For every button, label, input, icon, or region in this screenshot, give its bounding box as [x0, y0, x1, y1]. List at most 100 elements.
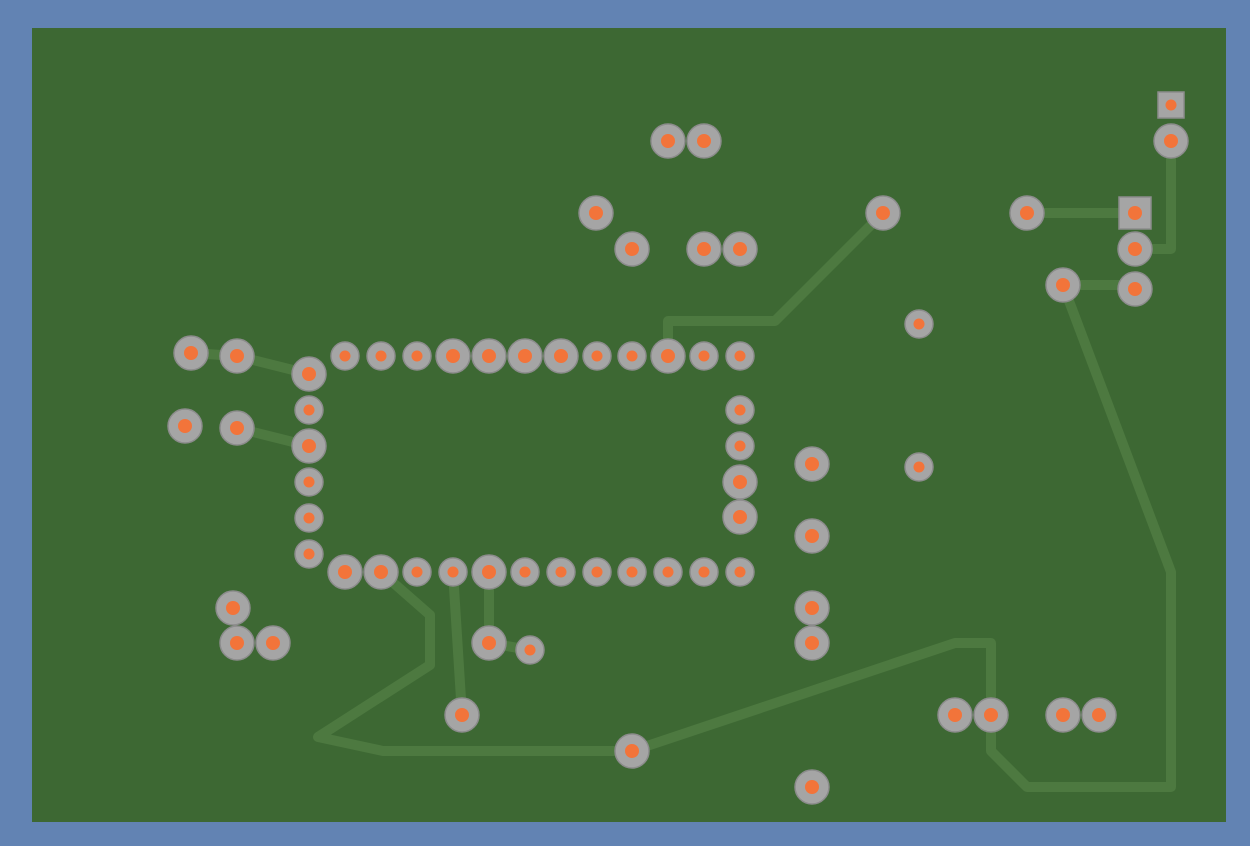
- drill-hole: [661, 349, 675, 363]
- solder-pad-67: [1045, 697, 1081, 733]
- solder-pad-17: [219, 338, 255, 374]
- solder-pad-64: [444, 697, 480, 733]
- drill-hole: [948, 708, 962, 722]
- drill-hole: [230, 421, 244, 435]
- solder-pad-28: [689, 341, 719, 371]
- solder-pad-42: [722, 499, 758, 535]
- drill-hole: [913, 318, 925, 330]
- drill-hole: [482, 636, 496, 650]
- pcb-board: [32, 28, 1226, 822]
- solder-pad-21: [435, 338, 471, 374]
- drill-hole: [625, 242, 639, 256]
- drill-hole: [591, 350, 603, 362]
- drill-hole: [913, 461, 925, 473]
- solder-pad-29: [725, 341, 755, 371]
- drill-hole: [1092, 708, 1106, 722]
- solder-pad-46: [363, 554, 399, 590]
- solder-pad-10: [686, 231, 722, 267]
- drill-hole: [591, 566, 603, 578]
- solder-pad-11: [722, 231, 758, 267]
- solder-pad-20: [402, 341, 432, 371]
- drill-hole: [230, 636, 244, 650]
- copper-trace-8: [313, 567, 996, 756]
- solder-pad-9: [614, 231, 650, 267]
- drill-hole: [339, 350, 351, 362]
- solder-pad-50: [510, 557, 540, 587]
- drill-hole: [805, 780, 819, 794]
- solder-pad-55: [689, 557, 719, 587]
- pad-layer: [167, 91, 1189, 805]
- drill-hole: [411, 350, 423, 362]
- solder-pad-66: [973, 697, 1009, 733]
- drill-hole: [446, 349, 460, 363]
- drill-hole: [518, 349, 532, 363]
- solder-pad-62: [515, 635, 545, 665]
- solder-pad-24: [543, 338, 579, 374]
- drill-hole: [555, 566, 567, 578]
- drill-hole: [984, 708, 998, 722]
- solder-pad-47: [402, 557, 432, 587]
- solder-pad-16: [173, 335, 209, 371]
- solder-pad-58: [794, 590, 830, 626]
- solder-pad-32: [725, 395, 755, 425]
- drill-hole: [1128, 282, 1142, 296]
- drill-hole: [266, 636, 280, 650]
- solder-pad-52: [582, 557, 612, 587]
- drill-hole: [375, 350, 387, 362]
- solder-pad-48: [438, 557, 468, 587]
- drill-hole: [447, 566, 459, 578]
- drill-hole: [734, 440, 746, 452]
- solder-pad-65: [937, 697, 973, 733]
- solder-pad-4: [686, 123, 722, 159]
- drill-hole: [698, 566, 710, 578]
- drill-hole: [733, 510, 747, 524]
- solder-pad-34: [219, 410, 255, 446]
- drill-hole: [178, 419, 192, 433]
- solder-pad-2: [1153, 123, 1189, 159]
- solder-pad-8: [1118, 196, 1152, 230]
- drill-hole: [1056, 278, 1070, 292]
- solder-pad-1: [1157, 91, 1185, 119]
- solder-pad-26: [617, 341, 647, 371]
- drill-hole: [303, 404, 315, 416]
- drill-hole: [697, 242, 711, 256]
- drill-hole: [626, 566, 638, 578]
- drill-hole: [589, 206, 603, 220]
- solder-pad-41: [294, 503, 324, 533]
- drill-hole: [303, 548, 315, 560]
- solder-pad-61: [471, 625, 507, 661]
- solder-pad-39: [294, 467, 324, 497]
- solder-pad-68: [1081, 697, 1117, 733]
- solder-pad-57: [215, 590, 251, 626]
- drill-hole: [411, 566, 423, 578]
- solder-pad-37: [794, 446, 830, 482]
- solder-pad-18: [330, 341, 360, 371]
- solder-pad-30: [291, 356, 327, 392]
- solder-pad-45: [327, 554, 363, 590]
- solder-pad-13: [1045, 267, 1081, 303]
- drill-hole: [1164, 134, 1178, 148]
- drill-hole: [805, 457, 819, 471]
- drill-hole: [805, 529, 819, 543]
- solder-pad-14: [1117, 271, 1153, 307]
- drill-hole: [805, 601, 819, 615]
- solder-pad-49: [471, 554, 507, 590]
- drill-hole: [1128, 242, 1142, 256]
- solder-pad-25: [582, 341, 612, 371]
- solder-pad-70: [794, 769, 830, 805]
- drill-hole: [455, 708, 469, 722]
- solder-pad-12: [1117, 231, 1153, 267]
- drill-hole: [661, 134, 675, 148]
- copper-trace-9: [448, 567, 467, 720]
- solder-pad-33: [167, 408, 203, 444]
- drill-hole: [733, 475, 747, 489]
- solder-pad-31: [294, 395, 324, 425]
- solder-pad-60: [255, 625, 291, 661]
- solder-pad-59: [219, 625, 255, 661]
- drill-hole: [302, 367, 316, 381]
- solder-pad-40: [722, 464, 758, 500]
- drill-hole: [1020, 206, 1034, 220]
- drill-hole: [184, 346, 198, 360]
- drill-hole: [733, 242, 747, 256]
